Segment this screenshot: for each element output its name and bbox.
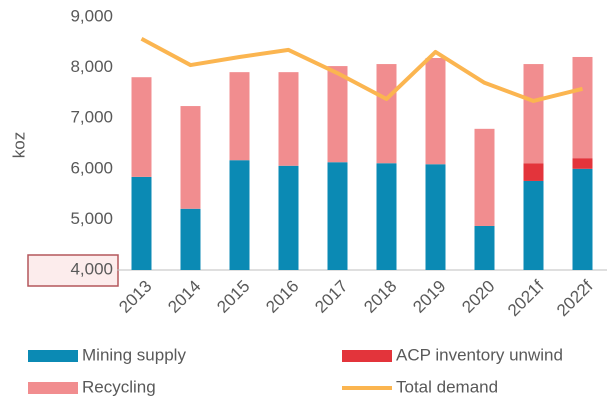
bar-segment: [572, 168, 593, 270]
bar-segment: [523, 180, 544, 270]
bar-segment: [376, 64, 397, 164]
x-tick-label: 2018: [360, 277, 400, 317]
y-tick-label: 7,000: [70, 108, 113, 127]
bar-segment: [572, 56, 593, 159]
bar-segment: [131, 77, 152, 177]
legend-swatch: [342, 350, 392, 362]
y-tick-label: 9,000: [70, 6, 113, 25]
bar-segment: [523, 163, 544, 181]
y-tick-label: 4,000: [70, 259, 113, 278]
legend-label: Recycling: [82, 377, 156, 396]
line: [140, 36, 583, 103]
legend-label: ACP inventory unwind: [396, 345, 563, 364]
bar-segment: [327, 162, 348, 270]
y-axis-label: koz: [9, 132, 28, 158]
bar-segment: [229, 160, 250, 270]
bar-segment: [425, 57, 446, 165]
y-tick-label: 8,000: [70, 57, 113, 76]
x-tick-label: 2014: [164, 277, 204, 317]
bar-segment: [180, 106, 201, 209]
y-tick-label: 5,000: [70, 209, 113, 228]
legend-label: Total demand: [396, 377, 498, 396]
bar-segment: [376, 163, 397, 270]
x-tick-label: 2016: [262, 277, 302, 317]
highlight-box: [27, 254, 119, 287]
bar-segment: [572, 158, 593, 169]
bar-segment: [474, 225, 495, 270]
bar-segment: [425, 164, 446, 270]
x-tick-label: 2015: [213, 277, 253, 317]
bar-segment: [278, 72, 299, 166]
x-tick-label: 2017: [311, 277, 351, 317]
legend-label: Mining supply: [82, 345, 186, 364]
bar-segment: [131, 176, 152, 270]
bar-segment: [327, 66, 348, 163]
x-tick-label: 2021f: [504, 276, 548, 320]
legend-swatch: [28, 350, 78, 362]
x-tick-label: 2022f: [553, 276, 597, 320]
legend-swatch: [28, 382, 78, 394]
bar-segment: [523, 64, 544, 164]
bar-segment: [229, 72, 250, 161]
bar-segment: [180, 208, 201, 270]
bar-segment: [278, 165, 299, 270]
x-tick-label: 2019: [409, 277, 449, 317]
bar-segment: [474, 128, 495, 226]
x-tick-label: 2020: [458, 277, 498, 317]
x-tick-label: 2013: [115, 277, 155, 317]
y-tick-label: 6,000: [70, 158, 113, 177]
